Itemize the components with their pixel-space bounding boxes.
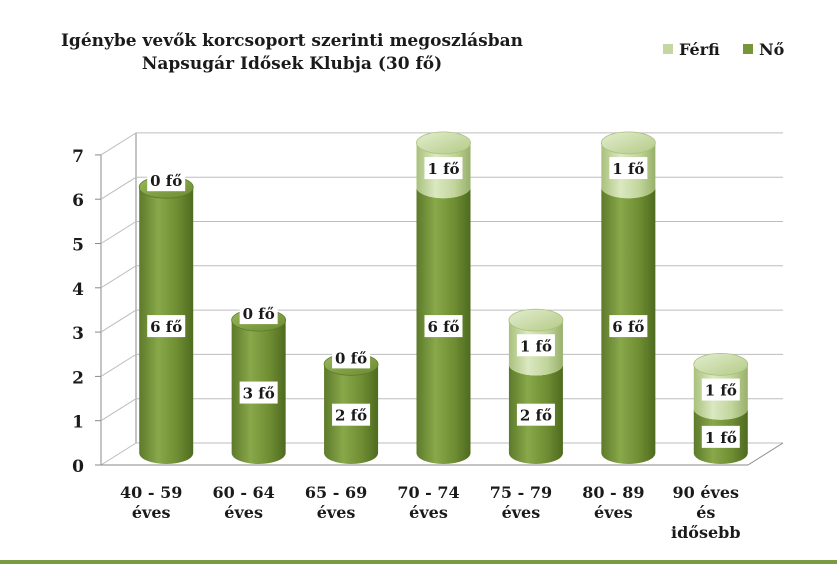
y-tick-label: 2 — [72, 368, 84, 388]
data-label-no: 2 fő — [516, 403, 555, 426]
svg-text:1 fő: 1 fő — [705, 429, 737, 447]
y-tick-labels: 0 1 2 3 4 5 6 7 — [72, 147, 84, 477]
bar-top — [508, 308, 564, 332]
data-label-no: 6 fő — [147, 315, 186, 338]
x-category-label: 75 - 79 — [490, 483, 552, 502]
data-label-no: 2 fő — [332, 403, 371, 426]
y-tick-label: 6 — [72, 191, 84, 211]
x-category-label: 65 - 69 — [305, 483, 367, 502]
data-label-ferfi: 1 fő — [701, 378, 740, 401]
x-category-label: 60 - 64 — [212, 483, 274, 502]
gridline — [100, 442, 137, 466]
svg-text:1 fő: 1 fő — [427, 160, 459, 178]
data-label-no: 6 fő — [424, 315, 463, 338]
chart-title: Igénybe vevők korcsoport szerinti megosz… — [61, 31, 523, 51]
bar-top — [693, 352, 749, 376]
x-category-label: éves — [132, 503, 171, 522]
bar-top — [600, 131, 656, 155]
x-category-label: éves — [594, 503, 633, 522]
legend-label-no: Nő — [759, 40, 785, 59]
x-category-label: idősebb — [671, 523, 741, 542]
x-category-label: 90 éves — [673, 483, 740, 502]
x-category-label: 70 - 74 — [397, 483, 459, 502]
data-label-no: 3 fő — [239, 381, 278, 404]
data-label-no: 1 fő — [701, 425, 740, 448]
svg-text:3 fő: 3 fő — [243, 385, 275, 403]
data-label-ferfi: 0 fő — [239, 302, 278, 325]
x-category-label: éves — [224, 503, 263, 522]
svg-text:6 fő: 6 fő — [427, 318, 459, 336]
legend-label-ferfi: Férfi — [679, 40, 720, 59]
y-tick-label: 1 — [72, 413, 84, 433]
svg-text:1 fő: 1 fő — [520, 337, 552, 355]
svg-text:2 fő: 2 fő — [335, 407, 367, 425]
svg-text:1 fő: 1 fő — [612, 160, 644, 178]
gridline — [100, 265, 137, 289]
gridline — [100, 353, 137, 377]
x-category-label: 40 - 59 — [120, 483, 182, 502]
gridline — [100, 176, 137, 200]
x-category-label: éves — [409, 503, 448, 522]
x-category-label: éves — [317, 503, 356, 522]
title-box: Igénybe vevők korcsoport szerinti megosz… — [53, 23, 531, 76]
x-category-label: és — [696, 503, 715, 522]
legend-swatch-ferfi — [663, 44, 673, 54]
chart-subtitle: Napsugár Idősek Klubja (30 fő) — [142, 54, 442, 74]
legend-swatch-no — [743, 44, 753, 54]
bars-layer: 6 fő 0 fő 3 fő 0 fő 2 fő 0 fő 6 fő 1 fő 2 fő 1 fő… — [138, 131, 749, 465]
gridline — [100, 221, 137, 244]
x-category-label: éves — [502, 503, 541, 522]
bar-top — [416, 131, 471, 155]
data-label-ferfi: 1 fő — [516, 334, 555, 357]
svg-text:1 fő: 1 fő — [705, 382, 737, 400]
svg-text:6 fő: 6 fő — [150, 318, 182, 336]
y-tick-label: 4 — [72, 280, 84, 300]
gridline — [100, 309, 137, 333]
data-label-ferfi: 1 fő — [424, 157, 463, 180]
y-tick-label: 5 — [72, 236, 84, 256]
svg-text:0 fő: 0 fő — [150, 172, 182, 190]
y-tick-label: 0 — [72, 457, 84, 477]
data-label-no: 6 fő — [609, 315, 648, 338]
data-label-ferfi: 0 fő — [147, 169, 186, 192]
legend: Férfi Nő — [636, 23, 806, 76]
data-label-ferfi: 1 fő — [609, 157, 648, 180]
data-label-ferfi: 0 fő — [332, 346, 371, 369]
gridline — [100, 398, 137, 422]
svg-text:0 fő: 0 fő — [243, 305, 275, 323]
x-category-label: 80 - 89 — [582, 483, 644, 502]
y-tick-label: 7 — [72, 147, 84, 167]
svg-text:0 fő: 0 fő — [335, 349, 367, 367]
y-tick-label: 3 — [72, 324, 84, 344]
svg-text:2 fő: 2 fő — [520, 407, 552, 425]
svg-text:6 fő: 6 fő — [612, 318, 644, 336]
gridline — [100, 132, 137, 156]
